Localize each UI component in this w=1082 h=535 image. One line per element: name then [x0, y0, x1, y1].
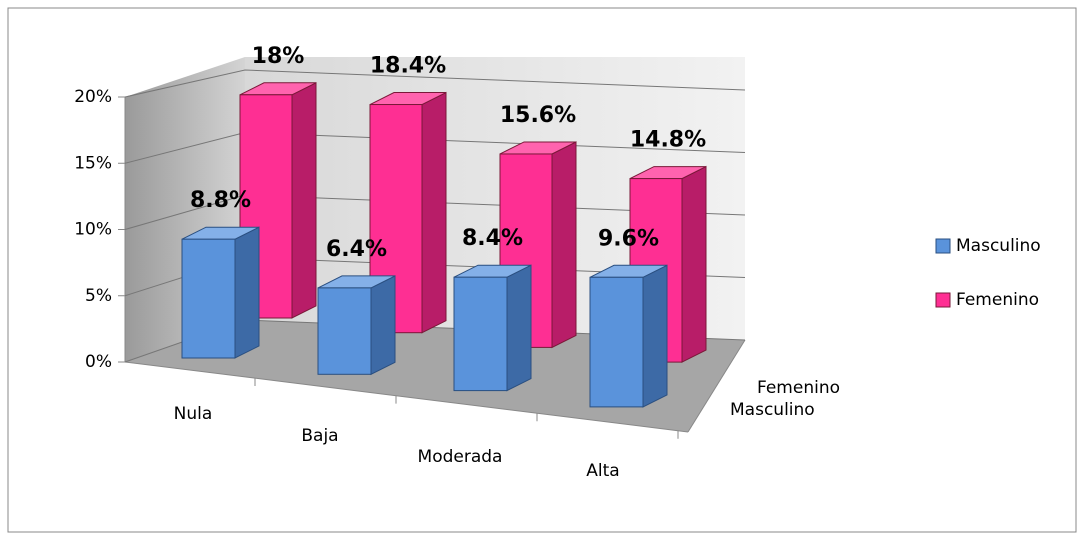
value-label: 15.6%	[500, 103, 576, 128]
y-tick-label: 10%	[74, 220, 112, 240]
legend-swatch	[935, 292, 951, 308]
depth-label: Femenino	[757, 378, 840, 398]
depth-axis	[687, 339, 746, 433]
value-label: 8.8%	[190, 188, 251, 213]
bar-side	[421, 91, 447, 334]
bar	[181, 238, 236, 359]
legend-label: Femenino	[956, 290, 1039, 310]
bar-side	[642, 264, 668, 408]
legend-label: Masculino	[956, 236, 1041, 256]
y-tick-label: 0%	[85, 352, 112, 372]
bar-side	[551, 141, 577, 349]
value-label: 18%	[252, 44, 305, 69]
legend-swatch	[935, 238, 951, 254]
x-tick-label: Nula	[174, 404, 213, 424]
x-tick-label: Moderada	[418, 447, 503, 467]
bar	[589, 276, 644, 408]
y-tick-label: 20%	[74, 87, 112, 107]
bar-side	[506, 264, 532, 392]
y-tick-label: 15%	[74, 153, 112, 173]
bar-side	[234, 226, 260, 359]
bar-side	[370, 275, 396, 376]
grid-line	[124, 69, 746, 98]
value-label: 6.4%	[326, 237, 387, 262]
x-tick-label: Alta	[586, 461, 619, 481]
x-tick-label: Baja	[301, 426, 338, 446]
value-label: 8.4%	[462, 226, 523, 251]
bar-side	[291, 81, 317, 319]
depth-label: Masculino	[730, 400, 815, 420]
bar	[317, 287, 372, 375]
value-label: 14.8%	[630, 128, 706, 153]
y-tick-label: 5%	[85, 286, 112, 306]
value-label: 9.6%	[598, 226, 659, 251]
value-label: 18.4%	[370, 54, 446, 79]
x-axis	[124, 361, 689, 433]
bar	[453, 276, 508, 392]
bar-side	[681, 165, 707, 363]
